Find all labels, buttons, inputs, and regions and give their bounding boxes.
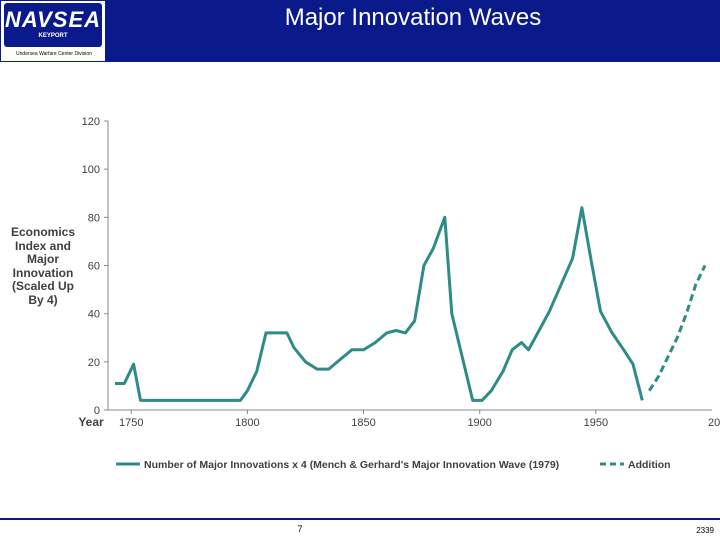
y-tick-label: 60: [88, 261, 100, 273]
logo-division: Undersea Warfare Center Division: [16, 51, 92, 57]
y-tick-label: 0: [94, 405, 100, 417]
innovation-series-line: [115, 206, 644, 402]
legend-label-addition: Addition: [628, 459, 671, 471]
navsea-logo: NAVSEA KEYPORT Undersea Warfare Center D…: [0, 0, 106, 62]
x-end-label: 20: [708, 417, 720, 429]
footer-divider: [0, 518, 720, 520]
page-title: Major Innovation Waves: [284, 4, 542, 31]
y-tick-label: 120: [82, 116, 100, 128]
y-tick-label: 40: [88, 309, 100, 321]
x-tick-label: 1800: [235, 417, 259, 429]
x-tick-label: 1850: [351, 417, 375, 429]
header-bar: NAVSEA KEYPORT Undersea Warfare Center D…: [0, 0, 720, 62]
logo-subtitle: KEYPORT: [38, 33, 68, 39]
x-axis-label: Year: [78, 415, 104, 429]
x-tick-label: 1750: [119, 417, 143, 429]
y-axis-label: Economics Index and Major Innovation (Sc…: [10, 225, 76, 307]
legend-label-innovation: Number of Major Innovations x 4 (Mench &…: [144, 459, 559, 471]
x-tick-label: 1950: [584, 417, 608, 429]
innovation-wave-chart: 0 20 40 60 80 100 120 1750 1800 1850 1900 1950 Year 2…: [78, 116, 720, 471]
logo-mark: NAVSEA KEYPORT: [4, 3, 102, 47]
page-number: 7: [297, 524, 303, 534]
logo-text: NAVSEA: [4, 7, 102, 32]
document-number: 2339: [696, 526, 714, 535]
x-tick-label: 1900: [467, 417, 491, 429]
y-tick-label: 100: [82, 164, 100, 176]
addition-series-line: [648, 264, 707, 392]
y-tick-label: 20: [88, 357, 100, 369]
y-tick-label: 80: [88, 212, 100, 224]
